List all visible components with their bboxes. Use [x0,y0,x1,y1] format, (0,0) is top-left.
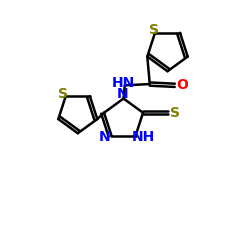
Text: S: S [170,106,180,120]
Text: S: S [58,87,68,101]
Text: N: N [99,130,110,144]
Text: NH: NH [132,130,155,144]
Text: O: O [176,78,188,92]
Text: N: N [116,87,128,101]
Text: HN: HN [112,76,135,90]
Text: S: S [149,23,159,37]
